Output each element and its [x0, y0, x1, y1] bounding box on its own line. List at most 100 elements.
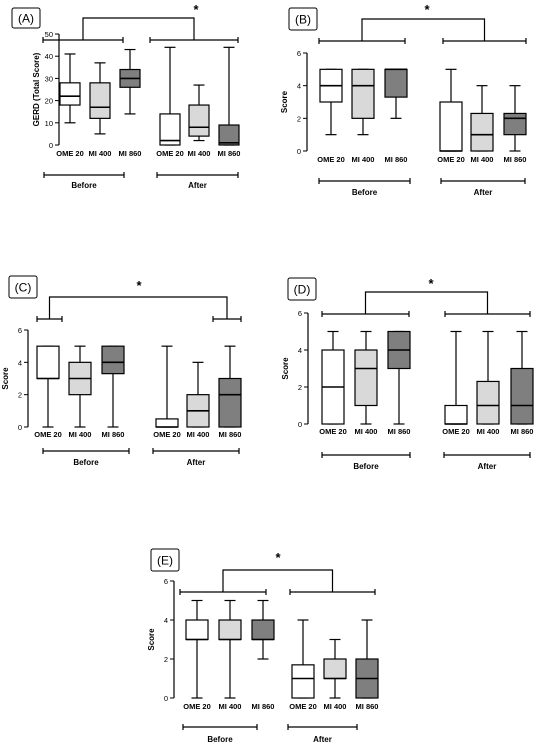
box-after-mi400 — [188, 84, 210, 142]
box-iqr — [354, 349, 378, 407]
group-label-before: Before — [73, 458, 99, 467]
panel-label-box — [8, 275, 38, 299]
category-label: MI 860 — [218, 149, 241, 158]
box-before-ome20 — [59, 53, 81, 124]
y-tick-label: 2 — [164, 655, 168, 664]
box-after-ome20 — [159, 46, 181, 146]
y-tick-label: 40 — [45, 52, 53, 61]
group-label-before: Before — [207, 735, 233, 742]
category-label: MI 860 — [119, 149, 142, 158]
box-iqr — [323, 658, 347, 680]
box-iqr — [218, 377, 242, 428]
category-label: MI 860 — [511, 427, 534, 436]
category-label: MI 860 — [388, 427, 411, 436]
group-label-after: After — [188, 181, 207, 190]
box-before-mi400 — [351, 68, 375, 136]
box-iqr — [218, 124, 240, 146]
significance-star: * — [275, 550, 281, 565]
y-tick-label: 6 — [298, 309, 302, 318]
box-after-mi860 — [218, 345, 242, 428]
box-after-mi860 — [355, 619, 379, 699]
box-before-mi400 — [218, 599, 242, 699]
category-label: MI 400 — [188, 149, 211, 158]
category-label: MI 400 — [352, 155, 375, 164]
box-before-mi860 — [387, 330, 411, 425]
category-label: MI 860 — [504, 155, 527, 164]
box-iqr — [218, 619, 242, 641]
box-before-ome20 — [319, 68, 343, 136]
significance-star: * — [136, 278, 142, 293]
y-tick-label: 6 — [18, 326, 22, 335]
box-before-mi860 — [119, 48, 141, 115]
panel-c: (C) 0 2 4 6 Score OME 20 MI 400 MI 860 OME 20 MI 4… — [1, 275, 242, 467]
category-label: MI 400 — [69, 430, 92, 439]
box-iqr — [188, 104, 210, 137]
category-label: MI 400 — [477, 427, 500, 436]
group-label-after: After — [313, 735, 332, 742]
category-label: OME 20 — [34, 430, 62, 439]
box-iqr — [444, 404, 468, 425]
category-label: MI 400 — [219, 702, 242, 711]
y-tick-label: 0 — [298, 420, 302, 429]
box-iqr — [185, 619, 209, 641]
panel-label-box — [11, 7, 41, 29]
category-label: MI 860 — [219, 430, 242, 439]
category-label: MI 400 — [471, 155, 494, 164]
box-after-mi400 — [323, 638, 347, 699]
box-iqr — [470, 112, 494, 152]
panel-label-box — [150, 548, 180, 572]
box-iqr — [291, 664, 315, 699]
y-axis-label: Score — [1, 367, 10, 390]
panel-b: (B) 0 2 4 6 Score OME 20 MI 400 MI 860 OME 20 MI 4… — [280, 2, 527, 197]
box-after-ome20 — [155, 345, 179, 428]
category-label: OME 20 — [183, 702, 211, 711]
group-label-before: Before — [71, 181, 97, 190]
box-before-mi860 — [101, 345, 125, 428]
box-iqr — [155, 418, 179, 428]
box-before-mi860 — [384, 68, 408, 119]
box-iqr — [439, 101, 463, 152]
category-label: MI 860 — [356, 702, 379, 711]
box-iqr — [159, 113, 181, 146]
panel-label-box — [288, 7, 318, 31]
box-before-mi400 — [354, 330, 378, 425]
significance-bracket — [222, 569, 334, 592]
y-tick-label: 6 — [297, 49, 301, 58]
y-axis-label: Score — [281, 357, 290, 380]
box-after-mi860 — [503, 85, 527, 152]
box-before-mi400 — [89, 62, 111, 135]
panel-label: (D) — [294, 283, 311, 297]
panel-label: (C) — [15, 281, 32, 295]
y-tick-label: 50 — [45, 30, 53, 39]
category-label: MI 860 — [385, 155, 408, 164]
box-iqr — [101, 345, 125, 375]
panel-d: (D) 0 2 4 6 Score OME 20 MI 400 MI 860 OME 20 MI 4… — [281, 276, 534, 471]
box-before-ome20 — [321, 330, 345, 425]
category-label: MI 400 — [324, 702, 347, 711]
y-tick-label: 4 — [298, 346, 302, 355]
y-tick-label: 20 — [45, 97, 53, 106]
box-before-ome20 — [36, 345, 60, 428]
panel-e: (E) 0 2 4 6 Score OME 20 MI 400 MI 860 OME 20 MI 4… — [147, 548, 379, 742]
category-label: OME 20 — [156, 149, 184, 158]
panel-label: (B) — [295, 13, 311, 27]
significance-bracket — [82, 17, 195, 40]
y-tick-label: 10 — [45, 119, 53, 128]
category-label: OME 20 — [56, 149, 84, 158]
box-iqr — [89, 82, 111, 119]
y-tick-label: 2 — [297, 114, 301, 123]
panel-a: (A) 0 10 20 30 40 50 GERD (Total Score) OME 20 MI… — [11, 2, 241, 190]
box-iqr — [476, 380, 500, 425]
box-before-mi400 — [68, 345, 92, 428]
significance-star: * — [428, 276, 434, 291]
panel-label: (E) — [157, 554, 173, 568]
box-after-mi400 — [186, 361, 210, 428]
box-after-ome20 — [444, 330, 468, 425]
y-tick-label: 2 — [298, 383, 302, 392]
box-after-mi400 — [476, 330, 500, 425]
significance-star: * — [424, 2, 430, 17]
box-iqr — [351, 68, 375, 119]
group-label-after: After — [474, 188, 493, 197]
box-before-mi860 — [251, 599, 275, 660]
